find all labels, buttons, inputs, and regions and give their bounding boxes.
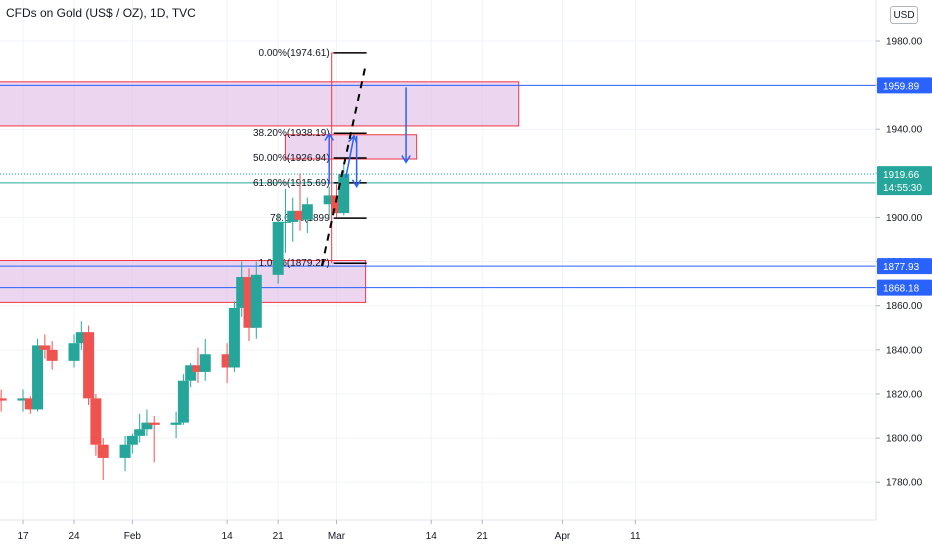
candle[interactable] <box>39 345 51 350</box>
x-tick-label: 11 <box>630 531 641 542</box>
candle[interactable] <box>294 210 306 220</box>
arrow-down-head <box>351 179 362 189</box>
time-axis[interactable] <box>0 520 932 550</box>
x-tick-label: Apr <box>555 531 571 542</box>
last-price-tag-text: 1919.66 <box>883 170 920 181</box>
price-tag-text: 1868.18 <box>883 284 920 295</box>
fib-level-label: 61.80%(1915.69) <box>253 178 330 189</box>
price-tag[interactable] <box>877 279 932 296</box>
candle[interactable] <box>185 365 197 381</box>
candle[interactable] <box>228 307 240 368</box>
chart-title: CFDs on Gold (US$ / OZ), 1D, TVC <box>6 6 196 20</box>
x-tick-label: 21 <box>477 531 489 542</box>
candle[interactable] <box>17 398 29 401</box>
candle[interactable] <box>75 332 87 344</box>
candle[interactable] <box>126 435 138 445</box>
candle[interactable] <box>141 422 153 430</box>
x-tick-label: Feb <box>124 531 142 542</box>
y-tick-label: 1780.00 <box>886 478 923 489</box>
x-tick-label: Mar <box>328 531 346 542</box>
last-price-tag[interactable] <box>877 166 932 196</box>
y-tick-label: 1800.00 <box>886 434 923 445</box>
candle[interactable] <box>177 380 189 423</box>
fib-level-label: 38.20%(1938.19) <box>253 128 330 139</box>
arrow-up-right <box>345 135 355 178</box>
y-tick-label: 1840.00 <box>886 345 923 356</box>
x-tick-label: 14 <box>426 531 438 542</box>
candle[interactable] <box>83 332 95 399</box>
candle[interactable] <box>338 174 350 214</box>
price-tag-text: 1877.93 <box>883 262 920 273</box>
x-tick-label: 21 <box>273 531 285 542</box>
candle[interactable] <box>119 444 131 458</box>
candle[interactable] <box>236 277 248 308</box>
price-tag-text: 1959.89 <box>883 81 920 92</box>
candle[interactable] <box>301 204 313 220</box>
y-tick-label: 1860.00 <box>886 301 923 312</box>
candle[interactable] <box>32 345 44 410</box>
currency-button[interactable]: USD <box>890 6 918 24</box>
x-tick-label: 17 <box>17 531 29 542</box>
x-tick-label: 24 <box>68 531 80 542</box>
candle[interactable] <box>24 398 36 410</box>
candle[interactable] <box>68 343 80 361</box>
candle[interactable] <box>243 277 255 328</box>
candle[interactable] <box>134 429 146 436</box>
candle[interactable] <box>330 195 342 214</box>
price-tag[interactable] <box>877 258 932 275</box>
candle[interactable] <box>148 422 160 425</box>
arrow-down-right-head <box>401 155 411 164</box>
arrow-up-head <box>324 132 335 141</box>
candle[interactable] <box>199 354 211 372</box>
candle[interactable] <box>287 210 299 222</box>
candle[interactable] <box>97 444 109 458</box>
projection-path <box>320 65 367 267</box>
price-tag[interactable] <box>877 77 932 94</box>
supply-zone-upper[interactable] <box>0 81 520 127</box>
candle[interactable] <box>250 274 262 328</box>
candle[interactable] <box>323 195 335 205</box>
candle[interactable] <box>221 354 233 368</box>
candle[interactable] <box>90 398 102 445</box>
candle[interactable] <box>279 221 291 223</box>
y-tick-label: 1900.00 <box>886 213 923 224</box>
fib-level-label: 0.00%(1974.61) <box>259 48 330 59</box>
y-tick-label: 1820.00 <box>886 389 923 400</box>
x-tick-label: 14 <box>222 531 234 542</box>
demand-zone-lower[interactable] <box>0 259 367 303</box>
candle[interactable] <box>170 422 182 425</box>
y-tick-label: 1940.00 <box>886 125 923 136</box>
last-price-tag-text: 14:55:30 <box>883 183 922 194</box>
fib-level-label: 1.00%(1879.27) <box>259 258 330 269</box>
candle[interactable] <box>272 221 284 275</box>
candle[interactable] <box>0 398 7 401</box>
candle[interactable] <box>46 349 58 361</box>
y-tick-label: 1980.00 <box>886 37 923 48</box>
fib-level-label: 50.00%(1926.94) <box>253 153 330 164</box>
candle[interactable] <box>192 365 204 372</box>
